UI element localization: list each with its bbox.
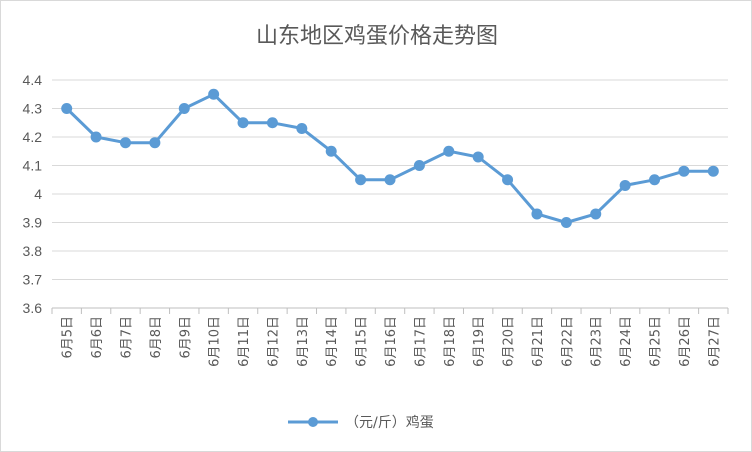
data-point	[678, 165, 690, 177]
chart-title: 山东地区鸡蛋价格走势图	[256, 24, 498, 49]
series-line	[65, 92, 714, 224]
y-tick-label: 3.9	[23, 215, 43, 231]
legend: （元/斤）鸡蛋	[288, 414, 434, 431]
gridlines	[52, 79, 728, 309]
data-point	[502, 174, 514, 186]
y-tick-label: 4	[34, 186, 42, 202]
x-tick-label: 6月6日	[90, 316, 105, 359]
x-tick-label: 6月16日	[384, 316, 399, 367]
x-tick-label: 6月21日	[531, 316, 546, 367]
data-point	[325, 145, 337, 157]
data-point	[560, 217, 572, 228]
data-point	[384, 174, 396, 186]
x-tick-label: 6月20日	[502, 316, 517, 367]
x-tick-label: 6月19日	[472, 316, 487, 367]
series-layer	[61, 88, 719, 228]
x-tick-label: 6月13日	[296, 316, 311, 367]
x-tick-label: 6月15日	[355, 316, 370, 367]
data-point	[413, 160, 425, 171]
x-tick-label: 6月7日	[119, 316, 134, 359]
x-tick-label: 6月26日	[678, 316, 693, 367]
data-point	[355, 174, 367, 186]
x-tick-label: 6月11日	[237, 316, 252, 367]
data-point	[208, 88, 220, 100]
x-tick-label: 6月24日	[619, 316, 634, 367]
x-tick-label: 6月10日	[208, 316, 223, 367]
y-tick-label: 3.6	[23, 300, 43, 316]
data-point	[296, 122, 308, 134]
x-tick-label: 6月23日	[590, 316, 605, 367]
x-tick-label: 6月5日	[61, 316, 76, 359]
data-point	[619, 179, 631, 191]
x-axis-ticks: 6月5日 6月6日 6月7日 6月8日 6月9日 6月10日 6月11日 6月12日 6月13日…	[51, 308, 729, 367]
data-point	[443, 145, 455, 157]
data-point	[178, 103, 190, 114]
data-point	[266, 117, 278, 129]
y-tick-label: 4.2	[23, 129, 43, 145]
y-axis-ticks: 3.6 3.7 3.8 3.9 4 4.1 4.2 4.3 4.4	[23, 72, 43, 316]
x-tick-label: 6月9日	[178, 316, 193, 359]
legend-marker	[308, 417, 318, 427]
x-tick-label: 6月14日	[325, 316, 340, 367]
data-point	[531, 208, 543, 220]
data-point	[590, 208, 602, 220]
x-tick-label: 6月27日	[707, 316, 722, 367]
y-tick-label: 4.4	[23, 72, 43, 88]
data-point	[119, 137, 131, 149]
x-tick-label: 6月22日	[560, 316, 575, 367]
y-tick-label: 4.1	[23, 158, 43, 174]
data-point	[149, 137, 161, 149]
x-tick-label: 6月8日	[149, 316, 164, 359]
data-point	[61, 103, 73, 114]
x-tick-label: 6月12日	[266, 316, 281, 367]
y-tick-label: 3.8	[23, 243, 43, 259]
data-point	[90, 131, 102, 143]
data-point	[707, 165, 719, 177]
y-tick-label: 4.3	[23, 101, 43, 117]
x-tick-label: 6月25日	[649, 316, 664, 367]
data-point	[472, 151, 484, 163]
x-tick-label: 6月17日	[413, 316, 428, 367]
y-tick-label: 3.7	[23, 272, 43, 288]
x-tick-label: 6月18日	[443, 316, 458, 367]
legend-label: （元/斤）鸡蛋	[345, 414, 434, 431]
data-point	[649, 174, 661, 186]
data-point	[237, 117, 249, 129]
